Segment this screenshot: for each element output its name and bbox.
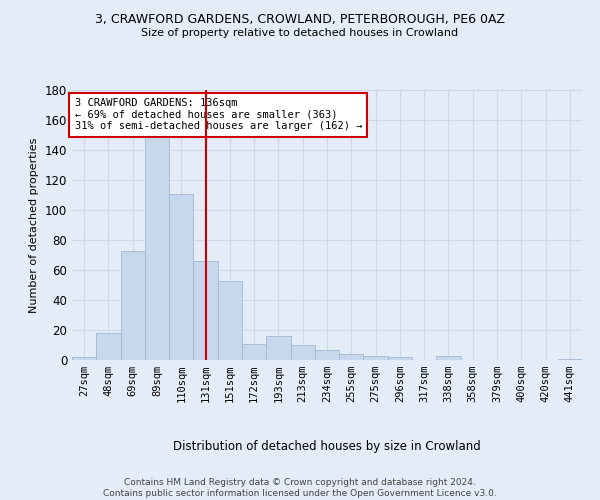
Text: Size of property relative to detached houses in Crowland: Size of property relative to detached ho…	[142, 28, 458, 38]
Y-axis label: Number of detached properties: Number of detached properties	[29, 138, 39, 312]
Bar	[436, 356, 461, 360]
Bar	[121, 250, 145, 360]
Bar	[339, 354, 364, 360]
Text: Distribution of detached houses by size in Crowland: Distribution of detached houses by size …	[173, 440, 481, 453]
Bar	[96, 333, 121, 360]
Bar	[242, 344, 266, 360]
Bar	[72, 357, 96, 360]
Text: Contains HM Land Registry data © Crown copyright and database right 2024.
Contai: Contains HM Land Registry data © Crown c…	[103, 478, 497, 498]
Bar	[315, 350, 339, 360]
Text: 3 CRAWFORD GARDENS: 136sqm
← 69% of detached houses are smaller (363)
31% of sem: 3 CRAWFORD GARDENS: 136sqm ← 69% of deta…	[74, 98, 362, 132]
Bar	[218, 280, 242, 360]
Bar	[290, 345, 315, 360]
Bar	[558, 358, 582, 360]
Text: 3, CRAWFORD GARDENS, CROWLAND, PETERBOROUGH, PE6 0AZ: 3, CRAWFORD GARDENS, CROWLAND, PETERBORO…	[95, 12, 505, 26]
Bar	[193, 261, 218, 360]
Bar	[145, 135, 169, 360]
Bar	[266, 336, 290, 360]
Bar	[364, 356, 388, 360]
Bar	[388, 357, 412, 360]
Bar	[169, 194, 193, 360]
